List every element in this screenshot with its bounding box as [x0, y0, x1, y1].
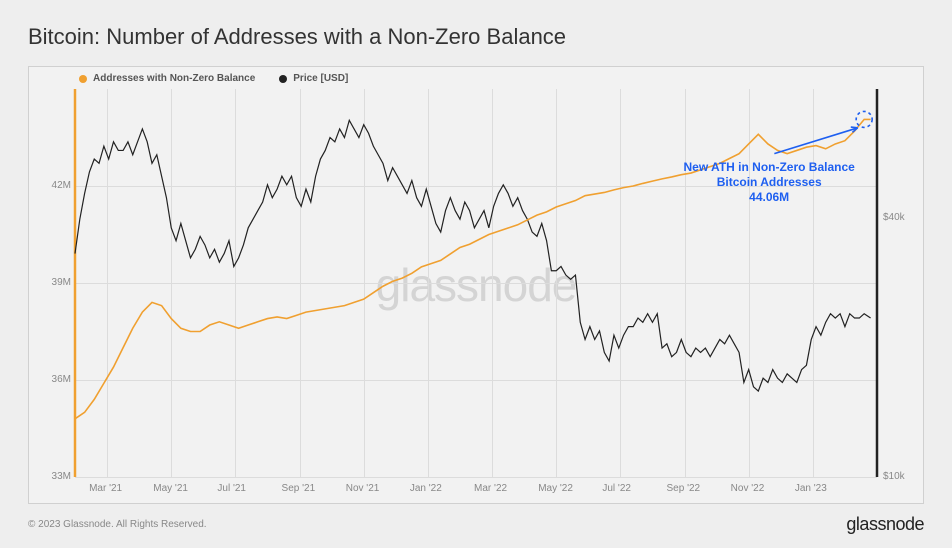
- annotation-line3: 44.06M: [674, 190, 864, 205]
- annotation-text: New ATH in Non-Zero BalanceBitcoin Addre…: [674, 160, 864, 205]
- brand-logo: glassnode: [846, 514, 924, 535]
- annotation-line2: Bitcoin Addresses: [674, 175, 864, 190]
- copyright-text: © 2023 Glassnode. All Rights Reserved.: [28, 519, 207, 530]
- chart-title: Bitcoin: Number of Addresses with a Non-…: [28, 24, 924, 50]
- chart-area: Addresses with Non-Zero Balance Price [U…: [28, 66, 924, 504]
- plot-svg: [29, 67, 923, 503]
- annotation-line1: New ATH in Non-Zero Balance: [674, 160, 864, 175]
